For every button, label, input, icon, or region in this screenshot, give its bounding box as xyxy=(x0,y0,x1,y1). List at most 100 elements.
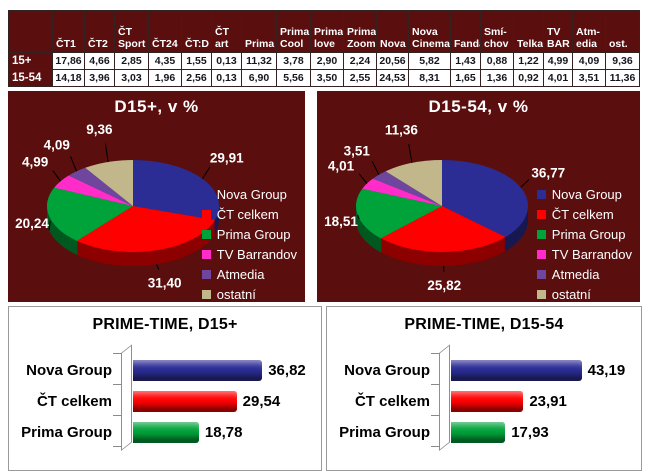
table-cell: 1,22 xyxy=(513,52,544,70)
table-cell: 11,32 xyxy=(241,52,277,70)
column-header: ČT art xyxy=(211,10,242,53)
bar-category-label: ČT celkem xyxy=(354,393,430,410)
bar-category-label: Prima Group xyxy=(339,424,430,441)
pie-label-leader-line xyxy=(52,170,61,182)
axis-tick xyxy=(431,384,440,385)
legend-swatch-icon xyxy=(536,210,546,219)
legend-item: ČT celkem xyxy=(201,207,297,222)
pie-panel-d1554: D15-54, v % 36,77 25,82 18,51 4,01 3,51 11,36… xyxy=(317,91,640,302)
legend-label: ostatní xyxy=(551,287,591,302)
share-table: ČT1 ČT2 ČT Sport ČT24 ČT:D ČT art Prima Prima C… xyxy=(8,10,640,87)
share-table-head-row: ČT1 ČT2 ČT Sport ČT24 ČT:D ČT art Prima Prima C… xyxy=(8,10,640,53)
column-header: ČT Sport xyxy=(114,10,149,53)
pie-value-label: 18,51 xyxy=(324,214,358,229)
pie-label-leader-line xyxy=(371,160,380,175)
axis-tick xyxy=(431,353,440,354)
table-row: 15+ 17,86 4,66 2,85 4,35 1,55 0,13 11,32 3,78 2,9… xyxy=(8,52,640,70)
table-cell: 5,56 xyxy=(276,69,311,87)
pie-slice xyxy=(372,171,442,206)
bar-category-label: ČT celkem xyxy=(36,393,112,410)
legend-swatch-icon xyxy=(201,270,211,279)
pie-legend-d1554: Nova Group ČT celkem Prima Group TV Barrand… xyxy=(536,187,632,302)
table-cell: 3,51 xyxy=(572,69,606,87)
legend-swatch-icon xyxy=(536,290,546,299)
pie-label-leader-line xyxy=(358,173,368,184)
table-cell: 2,85 xyxy=(114,52,149,70)
axis-tick xyxy=(431,446,440,447)
bar-value-label: 36,82 xyxy=(268,362,306,379)
pie-slice xyxy=(385,160,442,206)
pie-value-label: 20,24 xyxy=(15,216,49,231)
table-cell: 14,18 xyxy=(52,69,85,87)
pie-title-d15plus: D15+, v % xyxy=(114,97,199,116)
axis-tick xyxy=(113,446,122,447)
table-cell: 4,35 xyxy=(148,52,182,70)
table-cell: 17,86 xyxy=(52,52,85,70)
pie-value-label: 4,99 xyxy=(22,155,48,170)
bar-value-label: 17,93 xyxy=(511,424,549,441)
table-cell: 4,66 xyxy=(84,52,115,70)
table-cell: 2,90 xyxy=(310,52,344,70)
legend-swatch-icon xyxy=(536,250,546,259)
pie-label-leader-line xyxy=(520,179,530,188)
pie-label-leader-line xyxy=(202,166,211,180)
pie-slice xyxy=(76,206,215,252)
legend-label: ČT celkem xyxy=(551,207,614,222)
pie-slice xyxy=(46,187,133,241)
legend-label: TV Barrandov xyxy=(216,247,297,262)
table-cell: 3,78 xyxy=(276,52,311,70)
legend-item: Nova Group xyxy=(536,187,632,202)
pie-value-label: 31,40 xyxy=(148,275,182,290)
column-header: Smí- chov xyxy=(480,10,514,53)
pie-slice xyxy=(442,160,528,238)
bar-area: 36,82 xyxy=(133,360,315,381)
table-cell: 11,36 xyxy=(605,69,640,87)
table-cell: 2,24 xyxy=(343,52,377,70)
bar-row: Prima Group 17,93 xyxy=(327,417,635,448)
table-cell: 20,56 xyxy=(376,52,409,70)
table-cell: 8,31 xyxy=(408,69,451,87)
pie-value-label: 11,36 xyxy=(385,123,419,138)
column-header: ČT24 xyxy=(148,10,182,53)
legend-swatch-icon xyxy=(536,270,546,279)
pie-label-leader-line xyxy=(104,143,109,163)
legend-item: ostatní xyxy=(201,287,297,302)
pie-slice xyxy=(356,188,442,239)
bar-row: Nova Group 43,19 xyxy=(327,355,635,386)
pie-slice xyxy=(362,178,442,206)
bar-area: 18,78 xyxy=(133,422,315,443)
pie-label-leader-line xyxy=(357,214,360,220)
legend-label: Prima Group xyxy=(551,227,626,242)
pie-label-leader-line xyxy=(48,220,51,231)
pie-title-d1554: D15-54, v % xyxy=(428,97,529,116)
table-cell: 4,01 xyxy=(543,69,573,87)
bar-area: 43,19 xyxy=(451,360,635,381)
table-cell: 4,09 xyxy=(572,52,606,70)
column-header: Atm- edia xyxy=(572,10,606,53)
column-header: ČT1 xyxy=(52,10,85,53)
legend-swatch-icon xyxy=(536,230,546,239)
bar-row: ČT celkem 23,91 xyxy=(327,386,635,417)
bar-row: Nova Group 36,82 xyxy=(9,355,315,386)
column-header: Nova xyxy=(376,10,409,53)
bar-area: 23,91 xyxy=(451,391,635,412)
row-header: 15+ xyxy=(8,52,53,70)
table-cell: 0,13 xyxy=(211,52,242,70)
table-cell: 1,55 xyxy=(181,52,212,70)
table-cell: 3,03 xyxy=(114,69,149,87)
legend-item: ostatní xyxy=(536,287,632,302)
bar-value-label: 23,91 xyxy=(529,393,567,410)
bar xyxy=(451,422,506,443)
legend-item: Prima Group xyxy=(201,227,297,242)
bar-rows: Nova Group 43,19 ČT celkem 23,91 Prima Group… xyxy=(327,355,635,448)
column-header: Telka xyxy=(513,10,544,53)
column-header: ČT:D xyxy=(181,10,212,53)
bar-category-label: Prima Group xyxy=(21,424,112,441)
legend-swatch-icon xyxy=(201,190,211,199)
pie-slice xyxy=(380,206,506,252)
legend-label: Atmedia xyxy=(551,267,600,282)
pie-value-label: 4,09 xyxy=(44,137,70,152)
bar-title-primetime-d15plus: PRIME-TIME, D15+ xyxy=(92,316,238,333)
pie-slice xyxy=(68,167,133,206)
bar-value-label: 29,54 xyxy=(242,393,281,410)
